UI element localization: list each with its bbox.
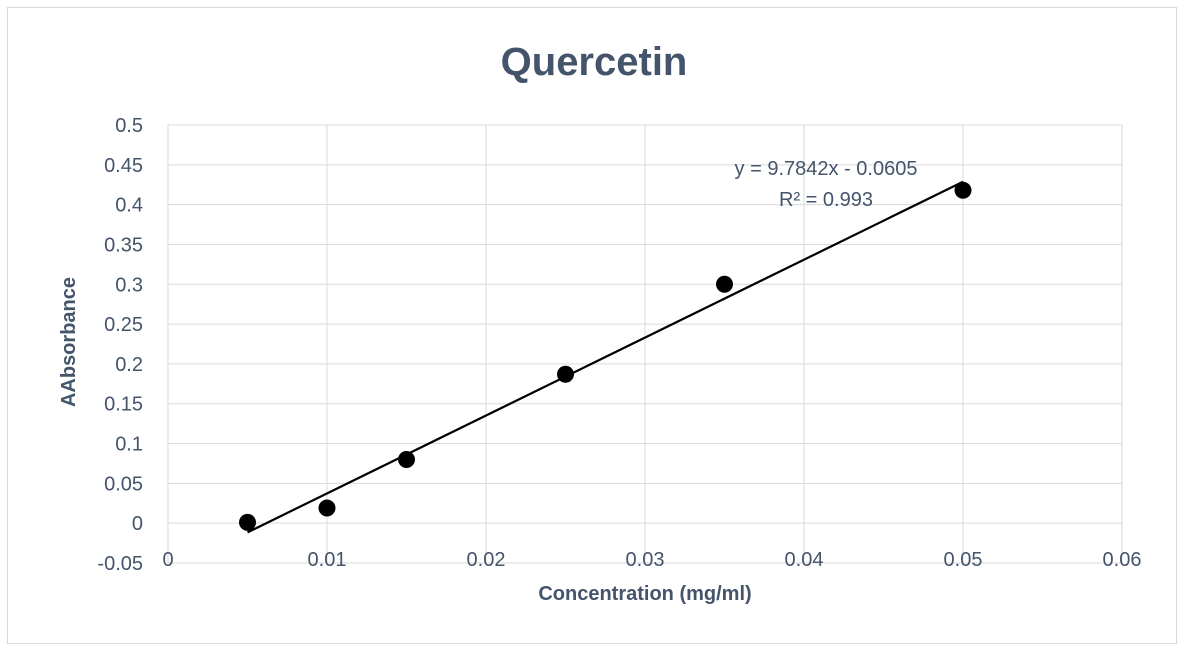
- x-tick-label: 0.05: [944, 549, 983, 571]
- x-tick-label: 0.01: [308, 549, 347, 571]
- y-tick-label: -0.05: [97, 553, 143, 575]
- data-point: [557, 365, 574, 383]
- gridlines: [167, 124, 1123, 564]
- trendline: [247, 180, 964, 534]
- y-tick-label: 0.2: [115, 354, 143, 376]
- x-axis-title: Concentration (mg/ml): [538, 583, 751, 605]
- x-tick-label: 0.04: [785, 549, 824, 571]
- x-tick-label: 0: [162, 549, 173, 571]
- y-tick-label: 0.35: [104, 234, 143, 256]
- trendline-group: [247, 180, 964, 534]
- trendline-r-squared: R² = 0.993: [779, 189, 873, 211]
- y-tick-label: 0.3: [115, 274, 143, 296]
- data-point: [716, 275, 733, 293]
- x-tick-label: 0.06: [1103, 549, 1142, 571]
- y-tick-label: 0.05: [104, 473, 143, 495]
- y-tick-label: 0.45: [104, 155, 143, 177]
- data-points: [239, 181, 972, 531]
- trendline-equation: y = 9.7842x - 0.0605: [735, 158, 918, 180]
- data-point: [318, 499, 336, 517]
- y-tick-label: 0.15: [104, 394, 143, 416]
- y-tick-label: 0.5: [115, 115, 143, 137]
- y-tick-label: 0.1: [115, 434, 143, 456]
- y-tick-label: 0: [132, 513, 143, 535]
- y-tick-label: 0.25: [104, 314, 143, 336]
- x-tick-label: 0.02: [467, 549, 506, 571]
- y-axis-title: AAbsorbance: [58, 277, 80, 407]
- data-point: [398, 450, 415, 468]
- chart-frame: [7, 7, 1177, 644]
- y-axis-ticks: -0.05 0 0.05 0.1 0.15 0.2 0.25 0.3 0.35 0.4 0.45 0.…: [97, 115, 143, 575]
- chart-title: Quercetin: [501, 40, 688, 84]
- y-tick-label: 0.4: [115, 195, 143, 217]
- data-point: [954, 181, 972, 199]
- data-point: [239, 513, 256, 531]
- x-tick-label: 0.03: [626, 549, 665, 571]
- x-axis-ticks: 0 0.01 0.02 0.03 0.04 0.05 0.06: [162, 549, 1141, 571]
